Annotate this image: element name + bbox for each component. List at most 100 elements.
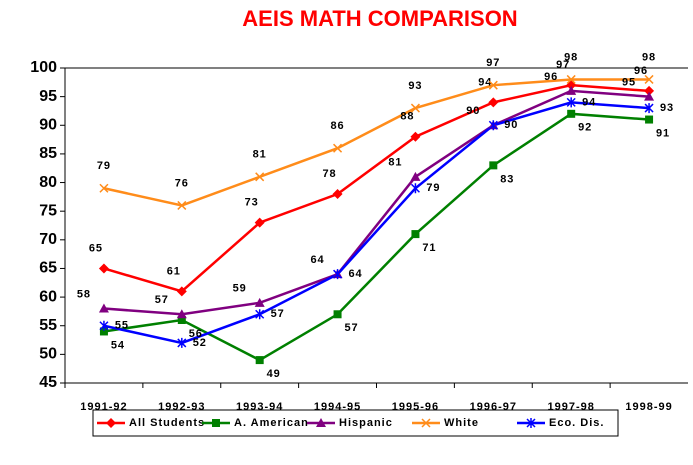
x-tick-label: 1992-93 — [158, 401, 205, 413]
legend-marker — [106, 418, 116, 428]
data-point — [255, 309, 265, 320]
data-point — [410, 183, 420, 194]
legend-marker — [316, 418, 326, 427]
data-point — [566, 97, 576, 108]
data-label: 64 — [348, 268, 362, 280]
data-point — [644, 103, 654, 114]
legend-label: A. American — [234, 417, 309, 429]
data-point — [333, 143, 343, 153]
series-line — [103, 89, 650, 316]
data-label: 52 — [193, 337, 207, 349]
data-point — [332, 189, 343, 199]
series-line — [103, 83, 650, 293]
data-point — [567, 109, 576, 118]
data-label: 65 — [89, 242, 103, 254]
data-point — [411, 230, 420, 239]
data-point — [177, 337, 187, 348]
data-label: 96 — [634, 65, 648, 77]
data-label: 79 — [426, 182, 440, 194]
data-point — [176, 286, 187, 297]
data-point — [98, 263, 109, 274]
data-point — [644, 74, 654, 84]
x-tick-label: 1996-97 — [470, 401, 517, 413]
data-label: 86 — [330, 120, 344, 132]
data-point — [99, 320, 109, 331]
data-point — [489, 161, 498, 170]
x-tick-label: 1993-94 — [236, 401, 283, 413]
data-point — [644, 91, 655, 101]
data-label: 97 — [556, 59, 570, 71]
data-point — [333, 269, 343, 280]
x-tick-label: 1994-95 — [314, 401, 361, 413]
data-label: 59 — [233, 283, 247, 295]
data-point — [255, 172, 265, 182]
y-tick-label: 50 — [39, 346, 57, 363]
data-label: 73 — [245, 197, 259, 209]
data-label: 94 — [478, 76, 492, 88]
x-tick-label: 1998-99 — [625, 401, 672, 413]
data-label: 55 — [115, 320, 129, 332]
data-point — [176, 309, 187, 319]
legend-marker — [212, 419, 220, 427]
x-tick-label: 1997-98 — [548, 401, 595, 413]
data-point — [410, 171, 421, 181]
data-point — [566, 74, 576, 84]
data-point — [254, 217, 265, 228]
y-tick-label: 100 — [30, 59, 57, 76]
data-label: 81 — [388, 157, 402, 169]
data-point — [566, 85, 577, 95]
y-tick-label: 95 — [39, 88, 57, 105]
data-point — [255, 356, 264, 365]
data-point — [177, 200, 187, 210]
data-point — [99, 183, 109, 193]
legend-label: All Students — [129, 417, 205, 429]
data-label: 98 — [564, 51, 578, 63]
legend-marker — [421, 418, 431, 428]
data-label: 64 — [310, 254, 324, 266]
x-tick-label: 1995-96 — [392, 401, 439, 413]
legend-label: Eco. Dis. — [549, 417, 604, 429]
data-point — [98, 303, 109, 313]
y-tick-label: 90 — [39, 116, 57, 133]
data-label: 96 — [544, 71, 558, 83]
data-point — [333, 310, 342, 319]
data-point — [254, 297, 265, 307]
data-point — [177, 316, 186, 324]
data-label: 57 — [155, 294, 169, 306]
legend-label: White — [444, 417, 479, 429]
y-tick-label: 60 — [39, 288, 57, 305]
data-label: 57 — [271, 308, 285, 320]
data-label: 91 — [656, 127, 670, 139]
y-tick-label: 65 — [39, 260, 57, 277]
series-line — [103, 101, 650, 345]
data-point — [644, 85, 655, 96]
data-label: 81 — [253, 149, 267, 161]
data-label: 88 — [400, 111, 414, 123]
data-label: 57 — [344, 322, 358, 334]
data-label: 94 — [582, 96, 596, 108]
data-point — [410, 131, 421, 142]
chart-title: AEIS MATH COMPARISON — [242, 6, 517, 31]
data-label: 78 — [322, 168, 336, 180]
data-label: 79 — [97, 160, 111, 172]
y-tick-label: 85 — [39, 145, 57, 162]
legend-label: Hispanic — [339, 417, 393, 429]
data-point — [488, 80, 498, 90]
data-point — [99, 327, 108, 336]
data-point — [488, 97, 499, 108]
data-point — [488, 120, 498, 131]
data-label: 71 — [422, 242, 436, 254]
data-label: 90 — [466, 105, 480, 117]
data-label: 93 — [408, 80, 422, 92]
data-label: 95 — [622, 77, 636, 89]
data-label: 93 — [660, 102, 674, 114]
series-line — [103, 112, 650, 362]
legend-marker — [526, 418, 536, 428]
y-tick-label: 45 — [39, 374, 57, 391]
data-point — [645, 115, 654, 124]
y-tick-label: 70 — [39, 231, 57, 248]
y-tick-label: 80 — [39, 174, 57, 191]
data-label: 92 — [578, 122, 592, 134]
data-label: 97 — [486, 57, 500, 69]
